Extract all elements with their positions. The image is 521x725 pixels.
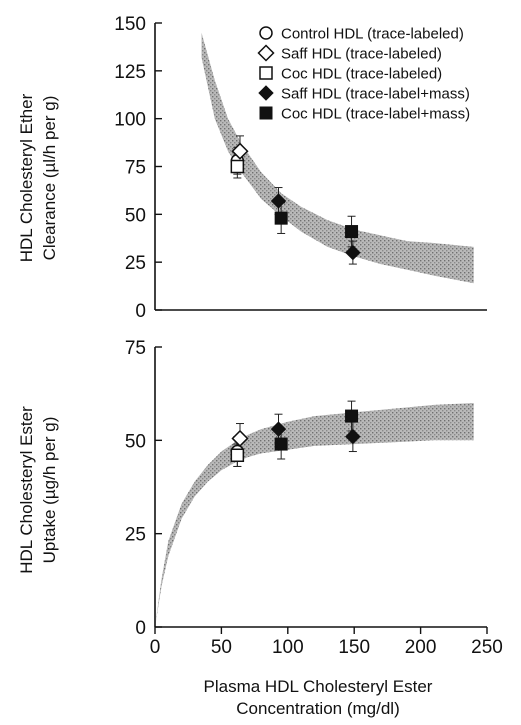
top-y-axis-label-line1: HDL Cholesteryl Ether: [17, 93, 36, 262]
legend-marker-square-filled: [259, 106, 273, 120]
legend-marker-diamond-open: [257, 44, 275, 62]
legend-marker-square-open: [259, 66, 273, 80]
x-axis-label-line2: Concentration (mg/dl): [236, 699, 399, 718]
bot-point-s2-0: [230, 448, 245, 463]
legend-marker-circle-open: [259, 26, 273, 40]
top-y-axis-label-line2: Clearance (µl/h per g): [40, 96, 59, 261]
top-point-s3-1: [345, 244, 361, 261]
top-y-tick-label: 50: [125, 205, 146, 226]
top-point-s4-0: [274, 211, 288, 225]
top-shaded-band: [201, 32, 474, 284]
bot-point-s1-0: [231, 429, 249, 448]
top-point-s4-1: [345, 225, 359, 239]
legend-item: Coc HDL (trace-label+mass): [259, 106, 470, 123]
bottom-data-marks: [230, 400, 361, 467]
top-y-tick-label: 150: [114, 14, 146, 35]
bot-x-tick-label: 0: [150, 637, 161, 658]
bot-shaded-band: [155, 403, 474, 627]
top-band-layer: [201, 32, 474, 284]
top-y-tick-label: 25: [125, 253, 146, 274]
top-panel: 0 25 50 75 100 125 150 Control HDL (trace-labe…: [17, 14, 487, 322]
top-point-s3-0: [270, 193, 287, 209]
legend-label: Saff HDL (trace-label+mass): [281, 86, 470, 103]
bottom-panel: 0 25 50 75 0 50 100 150 200 250 HDL Cholesteryl E…: [17, 338, 503, 718]
bot-x-tick-label: 100: [272, 637, 304, 658]
legend-label: Coc HDL (trace-labeled): [281, 66, 442, 83]
x-axis-label-line1: Plasma HDL Cholesteryl Ester: [204, 677, 433, 696]
bot-x-tick-label: 200: [405, 637, 437, 658]
top-y-tick-label: 0: [135, 301, 146, 322]
bot-y-tick-label: 75: [125, 338, 146, 359]
top-y-tick-label: 125: [114, 62, 146, 83]
legend-label: Coc HDL (trace-label+mass): [281, 106, 470, 123]
bottom-y-axis-label-line1: HDL Cholesteryl Ester: [17, 406, 36, 574]
legend-label: Saff HDL (trace-labeled): [281, 46, 442, 63]
bot-point-s3-1: [345, 428, 361, 445]
bot-y-tick-label: 50: [125, 431, 146, 452]
bottom-band-layer: [155, 403, 474, 627]
bot-point-s4-0: [274, 437, 288, 451]
legend-marker-diamond-filled: [258, 85, 274, 101]
bot-x-tick-label: 150: [338, 637, 370, 658]
bottom-y-axis-label-line2: Uptake (µg/h per g): [40, 417, 59, 564]
top-point-s1-0: [231, 142, 249, 160]
top-data-marks: [230, 135, 361, 265]
legend-item: Coc HDL (trace-labeled): [259, 66, 442, 83]
legend-item: Control HDL (trace-labeled): [259, 26, 464, 43]
bot-point-s3-0: [270, 421, 287, 437]
bot-point-s4-1: [345, 409, 359, 423]
legend-item: Saff HDL (trace-label+mass): [258, 85, 470, 103]
bot-x-tick-label: 50: [211, 637, 232, 658]
legend: Control HDL (trace-labeled) Saff HDL (tra…: [257, 26, 470, 123]
bot-y-tick-label: 0: [135, 618, 146, 639]
bottom-axes: [154, 347, 487, 628]
bottom-ticks: 0 25 50 75 0 50 100 150 200 250: [125, 338, 503, 658]
legend-item: Saff HDL (trace-labeled): [257, 44, 442, 63]
top-y-tick-label: 100: [114, 110, 146, 131]
top-ticks: 0 25 50 75 100 125 150: [114, 14, 162, 322]
bot-y-tick-label: 25: [125, 525, 146, 546]
legend-label: Control HDL (trace-labeled): [281, 26, 464, 43]
top-point-s2-0: [230, 159, 245, 174]
bot-x-tick-label: 250: [471, 637, 503, 658]
top-y-tick-label: 75: [125, 158, 146, 179]
